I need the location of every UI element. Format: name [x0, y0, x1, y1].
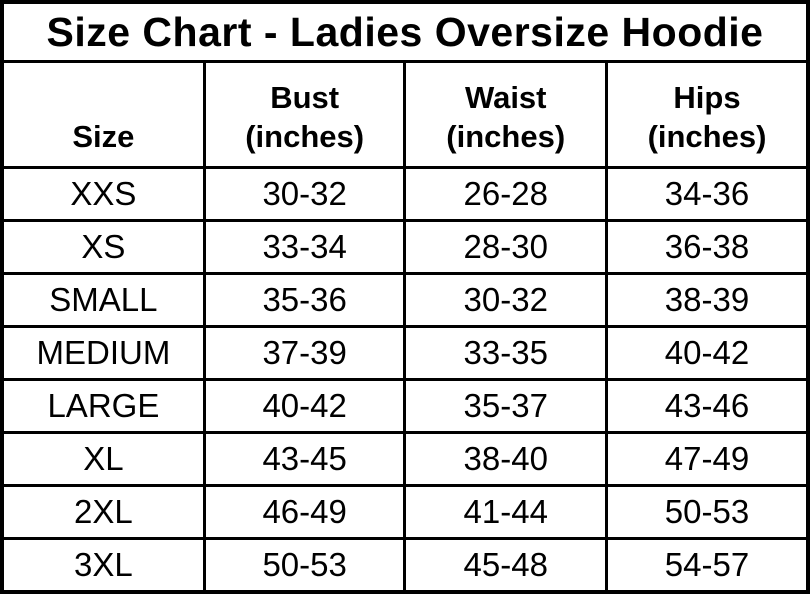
waist-cell: 28-30	[403, 218, 608, 275]
size-cell: LARGE	[0, 377, 206, 434]
waist-cell: 41-44	[403, 483, 608, 540]
title-row: Size Chart - Ladies Oversize Hoodie	[0, 0, 810, 63]
bust-cell: 37-39	[202, 324, 407, 381]
hips-cell: 54-57	[604, 536, 810, 594]
column-header-hips: Hips (inches)	[604, 60, 810, 169]
size-cell: XXS	[0, 166, 206, 222]
bust-cell: 43-45	[202, 430, 407, 487]
hips-cell: 50-53	[604, 483, 810, 540]
waist-cell: 38-40	[403, 430, 608, 487]
table-row-2xl: 2XL 46-49 41-44 50-53	[0, 483, 810, 540]
bust-cell: 40-42	[202, 377, 407, 434]
waist-cell: 35-37	[403, 377, 608, 434]
hips-cell: 38-39	[604, 271, 810, 328]
column-header-waist-unit: (inches)	[446, 119, 566, 155]
waist-cell: 30-32	[403, 271, 608, 328]
column-header-waist: Waist (inches)	[403, 60, 608, 169]
hips-cell: 43-46	[604, 377, 810, 434]
size-cell: XS	[0, 218, 206, 275]
size-cell: XL	[0, 430, 206, 487]
column-header-size-label: Size	[72, 119, 135, 155]
column-header-size: Size	[0, 60, 206, 169]
chart-title: Size Chart - Ladies Oversize Hoodie	[0, 0, 810, 63]
hips-cell: 34-36	[604, 166, 810, 222]
bust-cell: 46-49	[202, 483, 407, 540]
table-row-small: SMALL 35-36 30-32 38-39	[0, 271, 810, 328]
table-row-xs: XS 33-34 28-30 36-38	[0, 218, 810, 275]
column-header-bust: Bust (inches)	[202, 60, 407, 169]
hips-cell: 36-38	[604, 218, 810, 275]
bust-cell: 33-34	[202, 218, 407, 275]
waist-cell: 45-48	[403, 536, 608, 594]
table-row-3xl: 3XL 50-53 45-48 54-57	[0, 536, 810, 594]
hips-cell: 47-49	[604, 430, 810, 487]
size-cell: MEDIUM	[0, 324, 206, 381]
bust-cell: 30-32	[202, 166, 407, 222]
column-header-hips-unit: (inches)	[647, 119, 767, 155]
size-cell: 2XL	[0, 483, 206, 540]
column-header-waist-label: Waist	[464, 79, 547, 115]
header-row: Size Bust (inches) Waist (inches) Hips (…	[0, 60, 810, 169]
bust-cell: 50-53	[202, 536, 407, 594]
table-row-large: LARGE 40-42 35-37 43-46	[0, 377, 810, 434]
size-cell: 3XL	[0, 536, 206, 594]
size-cell: SMALL	[0, 271, 206, 328]
table-row-xxs: XXS 30-32 26-28 34-36	[0, 166, 810, 222]
table-row-xl: XL 43-45 38-40 47-49	[0, 430, 810, 487]
column-header-bust-unit: (inches)	[245, 119, 365, 155]
column-header-bust-label: Bust	[270, 79, 340, 115]
bust-cell: 35-36	[202, 271, 407, 328]
table-row-medium: MEDIUM 37-39 33-35 40-42	[0, 324, 810, 381]
waist-cell: 26-28	[403, 166, 608, 222]
hips-cell: 40-42	[604, 324, 810, 381]
waist-cell: 33-35	[403, 324, 608, 381]
column-header-hips-label: Hips	[673, 79, 741, 115]
